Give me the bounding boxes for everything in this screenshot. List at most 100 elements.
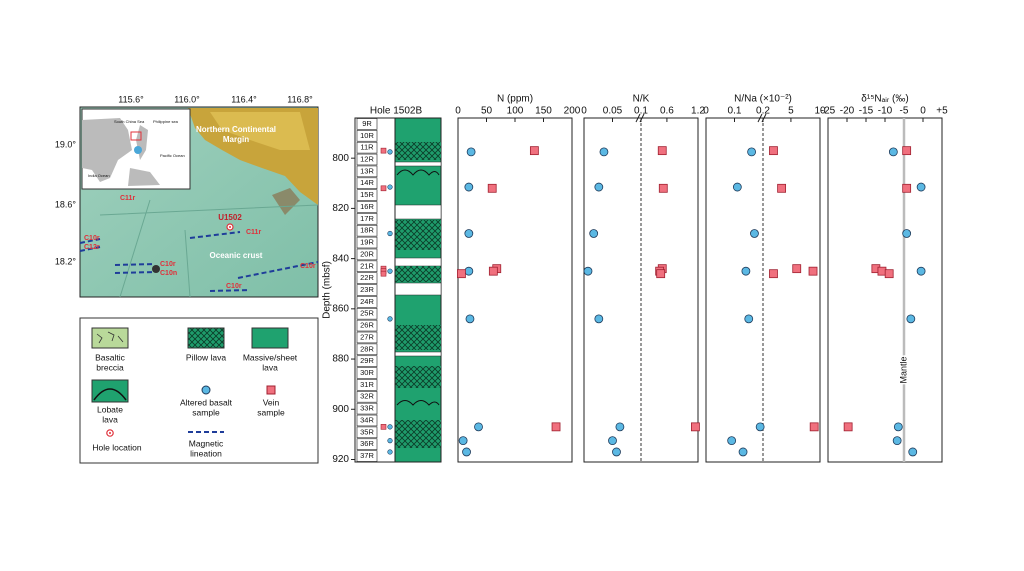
basalt-point xyxy=(727,436,737,446)
y-tick-label: 860 xyxy=(332,303,349,314)
x-axis-title: N (ppm) xyxy=(497,94,533,105)
lineation xyxy=(79,246,101,252)
basalt-point xyxy=(464,266,474,276)
core-label: 29R xyxy=(360,356,374,365)
basalt-point xyxy=(902,229,912,238)
y-tick-label: 900 xyxy=(332,404,349,415)
basalt-point xyxy=(462,447,471,457)
lineation-label: C10r xyxy=(160,261,176,268)
lat-label: 18.2° xyxy=(55,256,77,266)
basalt-point xyxy=(464,229,474,238)
basalt-point xyxy=(888,147,898,157)
lineation xyxy=(209,289,251,292)
map: South China Sea Philippine sea Pacific O… xyxy=(55,94,319,298)
vein-point xyxy=(691,422,700,432)
lineation xyxy=(189,231,241,239)
site-marker xyxy=(229,226,231,228)
core-box xyxy=(356,319,378,332)
legend-circle xyxy=(201,385,211,395)
core-label: 9R xyxy=(362,119,372,128)
core-label: 31R xyxy=(360,380,374,389)
y-tick-label: 920 xyxy=(332,454,349,465)
basalt-point xyxy=(474,422,483,432)
core-box xyxy=(356,296,378,308)
core-box xyxy=(356,141,378,154)
axis-break xyxy=(757,113,767,123)
core-label: 25R xyxy=(360,309,374,318)
core-label: 26R xyxy=(360,321,374,330)
core-box xyxy=(356,236,378,249)
inset-label: South China Sea xyxy=(114,119,145,124)
region-label: Northern Continental xyxy=(196,125,276,134)
core-box xyxy=(356,165,378,178)
core-sample xyxy=(380,270,387,277)
core-box xyxy=(356,343,378,356)
core-box xyxy=(356,118,378,130)
core-label: 10R xyxy=(360,131,374,140)
basalt-point xyxy=(608,436,617,446)
core-box xyxy=(356,153,378,166)
lon-label: 116.8° xyxy=(287,94,313,104)
depth-label: Depth (mbsf) xyxy=(322,261,333,319)
inset-land xyxy=(128,125,160,186)
lithology-pillow xyxy=(395,420,441,448)
basalt-point xyxy=(741,266,751,276)
vein-point xyxy=(457,269,466,279)
vein-point xyxy=(769,146,778,156)
core-box xyxy=(356,331,378,344)
legend-label: sample xyxy=(192,407,220,417)
basalt-point xyxy=(916,182,926,192)
core-label: 28R xyxy=(360,344,374,353)
inset-label: Philippine sea xyxy=(153,119,179,124)
core-box xyxy=(356,438,378,450)
core-sample xyxy=(387,449,393,455)
legend-label: Altered basalt xyxy=(180,397,233,407)
lithology-gap xyxy=(394,282,442,296)
x-tick-label: 150 xyxy=(535,106,552,117)
vein-point xyxy=(902,146,912,156)
core-sample xyxy=(387,268,393,274)
inset-sea xyxy=(134,146,142,154)
core-label: 18R xyxy=(360,226,374,235)
core-label: 14R xyxy=(360,178,374,187)
x-tick-label: 0 xyxy=(703,106,709,117)
basalt-point xyxy=(458,436,468,446)
inset-label: Pacific Ocean xyxy=(160,153,185,158)
core-label: 35R xyxy=(360,427,374,436)
x-tick-label: 10 xyxy=(814,106,826,117)
lineation-label: C12r xyxy=(84,244,100,251)
legend-label: lava xyxy=(262,362,278,372)
swatch-breccia xyxy=(91,327,129,349)
legend-label: Pillow lava xyxy=(186,352,226,362)
x-tick-label: -20 xyxy=(840,106,855,117)
core-box xyxy=(356,414,378,427)
magnetic-lineations xyxy=(79,231,319,292)
core-box xyxy=(356,307,378,320)
core-label: 36R xyxy=(360,439,374,448)
core-sample xyxy=(387,316,393,322)
swatch-massive xyxy=(251,327,289,349)
y-tick-label: 840 xyxy=(332,253,349,264)
vein-point xyxy=(792,264,802,274)
core-sample xyxy=(387,184,393,190)
y-tick-label: 820 xyxy=(332,203,349,214)
relief-line xyxy=(99,199,319,298)
basalt-point xyxy=(615,422,625,432)
core-label: 27R xyxy=(360,332,374,341)
swatch-breccia xyxy=(96,331,124,344)
core-label: 16R xyxy=(360,202,374,211)
core-label: 30R xyxy=(360,368,374,377)
lithology-pillow xyxy=(395,366,441,388)
swatch-lobate xyxy=(93,388,127,401)
basalt-point xyxy=(893,422,903,432)
lineation-label: C10r xyxy=(226,283,242,290)
lithology-lobate xyxy=(396,169,440,176)
legend-label: Basaltic xyxy=(95,352,126,362)
lon-label: 115.6° xyxy=(118,94,144,104)
core-box xyxy=(356,402,378,415)
basalt-point xyxy=(599,147,609,157)
swatch-lobate xyxy=(91,379,129,403)
core-box xyxy=(356,379,378,391)
basalt-point xyxy=(916,266,926,276)
